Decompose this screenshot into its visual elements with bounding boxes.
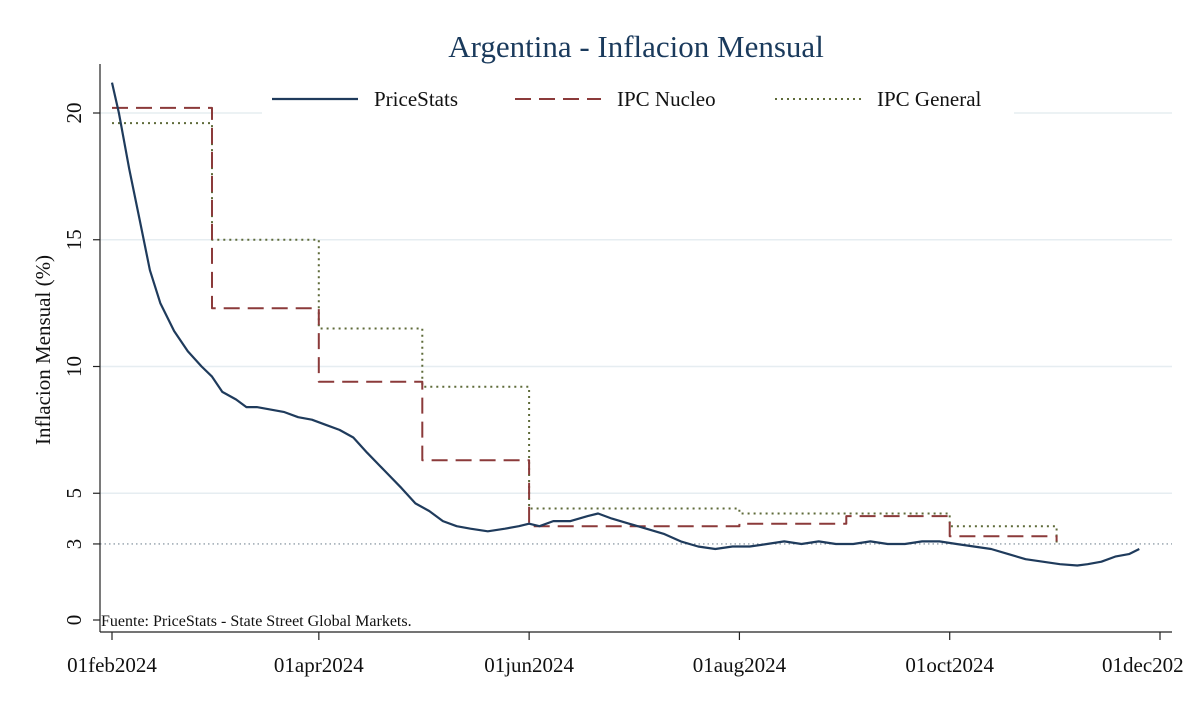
x-tick-label: 01feb2024 xyxy=(67,653,157,677)
y-tick-label: 15 xyxy=(62,229,86,250)
x-tick-labels: 01feb2024 01apr2024 01jun2024 01aug2024 01oc… xyxy=(67,653,1184,677)
x-tick-label: 01aug2024 xyxy=(693,653,787,677)
legend-box xyxy=(262,80,1014,118)
legend-label: IPC Nucleo xyxy=(617,87,716,111)
series-ipc-nucleo xyxy=(112,106,1058,542)
series-ipc-general xyxy=(112,122,1058,547)
x-tick-label: 01jun2024 xyxy=(484,653,574,677)
y-tick-label: 5 xyxy=(62,488,86,499)
y-axis-label: Inflacion Mensual (%) xyxy=(31,255,55,445)
y-tick-label: 3 xyxy=(62,539,86,550)
axes xyxy=(93,64,1172,640)
chart-title: Argentina - Inflacion Mensual xyxy=(448,29,824,64)
source-note: Fuente: PriceStats - State Street Global… xyxy=(101,613,412,630)
y-tick-label: 20 xyxy=(62,103,86,124)
x-tick-label: 01oct2024 xyxy=(905,653,994,677)
legend: PriceStats IPC Nucleo IPC General xyxy=(262,80,1014,118)
y-tick-label: 0 xyxy=(62,615,86,626)
series-pricestats xyxy=(110,82,1140,567)
y-tick-labels: 0 3 5 10 15 20 xyxy=(62,103,86,626)
legend-label: IPC General xyxy=(877,87,982,111)
y-tick-label: 10 xyxy=(62,356,86,377)
legend-label: PriceStats xyxy=(374,87,458,111)
x-tick-label: 01apr2024 xyxy=(274,653,364,677)
x-tick-label: 01dec202 xyxy=(1102,653,1184,677)
series-lines xyxy=(110,82,1140,567)
